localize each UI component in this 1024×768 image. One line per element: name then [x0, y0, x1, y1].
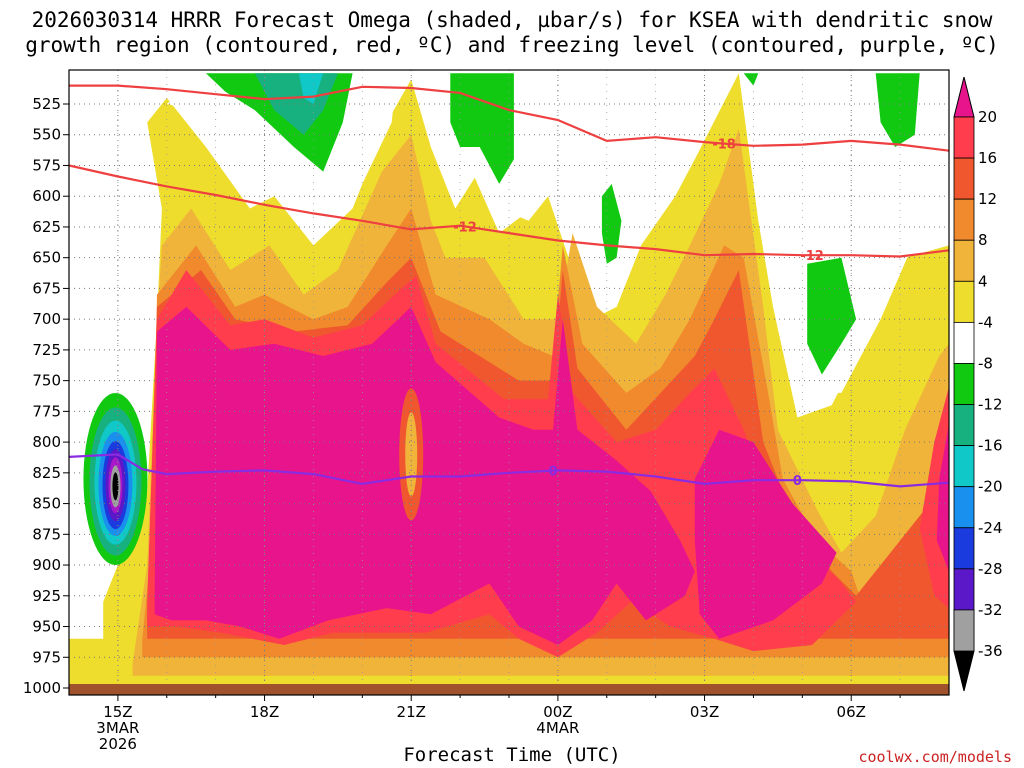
ytick-label-800: 800	[32, 433, 61, 451]
xtick-label-21-0: 21Z	[397, 703, 426, 721]
colorbar-box-4	[953, 280, 975, 323]
contour-line-1	[69, 84, 949, 152]
contour-lines: -12 -12 -18 0 0	[69, 84, 949, 489]
xtick-label-27-0: 03Z	[690, 703, 719, 721]
grid-lines	[69, 70, 949, 695]
xtick-label-18-0: 18Z	[250, 703, 279, 721]
colorbar-label-3: 8	[978, 231, 988, 249]
green-region-2	[450, 73, 514, 184]
xtick-label-15-2: 2026	[99, 735, 137, 753]
colorbar-box-0	[953, 116, 975, 159]
east-edge-red	[919, 386, 949, 609]
colorbar-box-gray	[953, 609, 975, 652]
colorbar-label-6: -8	[978, 354, 993, 372]
xtick-label-24-0: 00Z	[543, 703, 572, 721]
ytick-label-775: 775	[32, 402, 61, 420]
pressure-axis: 525 550 575 600 625 650 675 700 725 750 775 800 825 8…	[23, 95, 69, 697]
ytick-label-875: 875	[32, 525, 61, 543]
ytick-label-600: 600	[32, 187, 61, 205]
colorbar-label-11: -28	[978, 560, 1003, 578]
colorbar-label-10: -24	[978, 519, 1003, 537]
colorbar-box-9	[953, 486, 975, 529]
contour-label-0-1: -12	[800, 249, 824, 264]
ytick-label-625: 625	[32, 218, 61, 236]
ytick-label-900: 900	[32, 556, 61, 574]
colorbar-label-2: 12	[978, 190, 997, 208]
ytick-label-675: 675	[32, 279, 61, 297]
xtick-label-30-0: 06Z	[837, 703, 866, 721]
colorbar-label-0: 20	[978, 108, 997, 126]
shade-4to8-low	[69, 589, 148, 688]
ytick-label-725: 725	[32, 341, 61, 359]
ytick-label-650: 650	[32, 249, 61, 267]
ytick-label-850: 850	[32, 495, 61, 513]
contour-label-1-0: -18	[712, 138, 736, 153]
colorbar-box-6	[953, 363, 975, 405]
colorbar-label-12: -32	[978, 601, 1003, 619]
colorbar: 20 16 12 8 4 -4 -8 -12 -16 -20 -24 -28 -32 -36	[953, 76, 1003, 692]
ytick-label-525: 525	[32, 95, 61, 113]
colorbar-label-7: -12	[978, 396, 1003, 414]
colorbar-box-8	[953, 445, 975, 488]
contour-label-2-0: 0	[548, 465, 557, 480]
xtick-label-15-0: 15Z	[103, 703, 132, 721]
contour-line-2	[69, 453, 949, 488]
green-region-5	[875, 73, 920, 147]
chart-title: 2026030314 HRRR Forecast Omega (shaded, …	[0, 8, 1024, 58]
ytick-label-700: 700	[32, 310, 61, 328]
xtick-label-24-1: 4MAR	[536, 719, 579, 737]
colorbar-label-5: -4	[978, 313, 993, 331]
contour-line-0	[69, 164, 949, 258]
colorbar-label-1: 16	[978, 149, 997, 167]
contour-label-2-1: 0	[793, 474, 802, 489]
title-line-1: 2026030314 HRRR Forecast Omega (shaded, …	[31, 8, 993, 32]
ytick-label-575: 575	[32, 156, 61, 174]
contour-label-0-0: -12	[453, 220, 477, 235]
title-line-2: growth region (contoured, red, ºC) and f…	[25, 33, 999, 57]
colorbar-label-9: -20	[978, 478, 1003, 496]
colorbar-box-3	[953, 239, 975, 282]
ytick-label-550: 550	[32, 126, 61, 144]
colorbar-label-13: -36	[978, 642, 1003, 660]
ytick-label-925: 925	[32, 587, 61, 605]
ytick-label-975: 975	[32, 648, 61, 666]
ytick-label-825: 825	[32, 464, 61, 482]
colorbar-box-11	[953, 568, 975, 611]
colorbar-box-2	[953, 198, 975, 241]
colorbar-label-8: -16	[978, 437, 1003, 455]
x-axis-title: Forecast Time (UTC)	[403, 744, 621, 766]
colorbar-label-4: 4	[978, 272, 988, 290]
credit-text: coolwx.com/models	[858, 748, 1012, 766]
xtick-label-15-1: 3MAR	[96, 719, 139, 737]
blob-black	[112, 472, 119, 501]
green-region-4	[807, 257, 857, 375]
colorbar-bottom-arrow	[953, 650, 975, 692]
terrain-strip	[69, 684, 949, 695]
colorbar-box-7	[953, 404, 975, 447]
green-region-6	[743, 73, 759, 86]
ytick-label-1000: 1000	[23, 679, 61, 697]
colorbar-top-arrow	[953, 76, 975, 118]
colorbar-box-10	[953, 527, 975, 570]
ytick-label-750: 750	[32, 372, 61, 390]
ytick-label-950: 950	[32, 618, 61, 636]
colorbar-box-1	[953, 157, 975, 200]
colorbar-box-5	[953, 321, 975, 364]
